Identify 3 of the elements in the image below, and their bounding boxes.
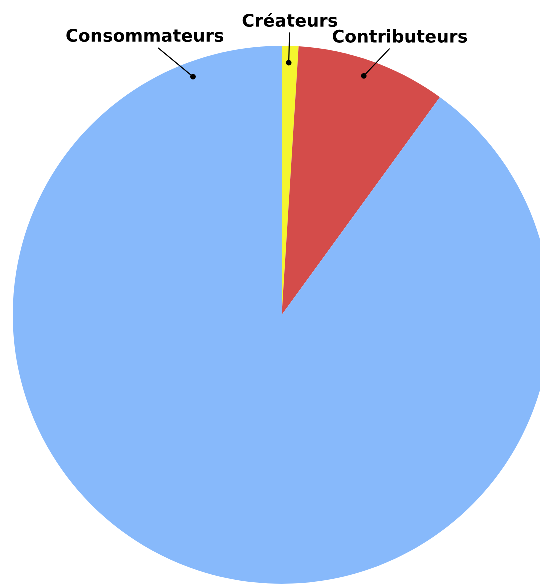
- slice-label: Créateurs: [242, 12, 338, 28]
- slice-label: Contributeurs: [332, 30, 468, 43]
- slice-label: Consommateurs: [66, 29, 224, 42]
